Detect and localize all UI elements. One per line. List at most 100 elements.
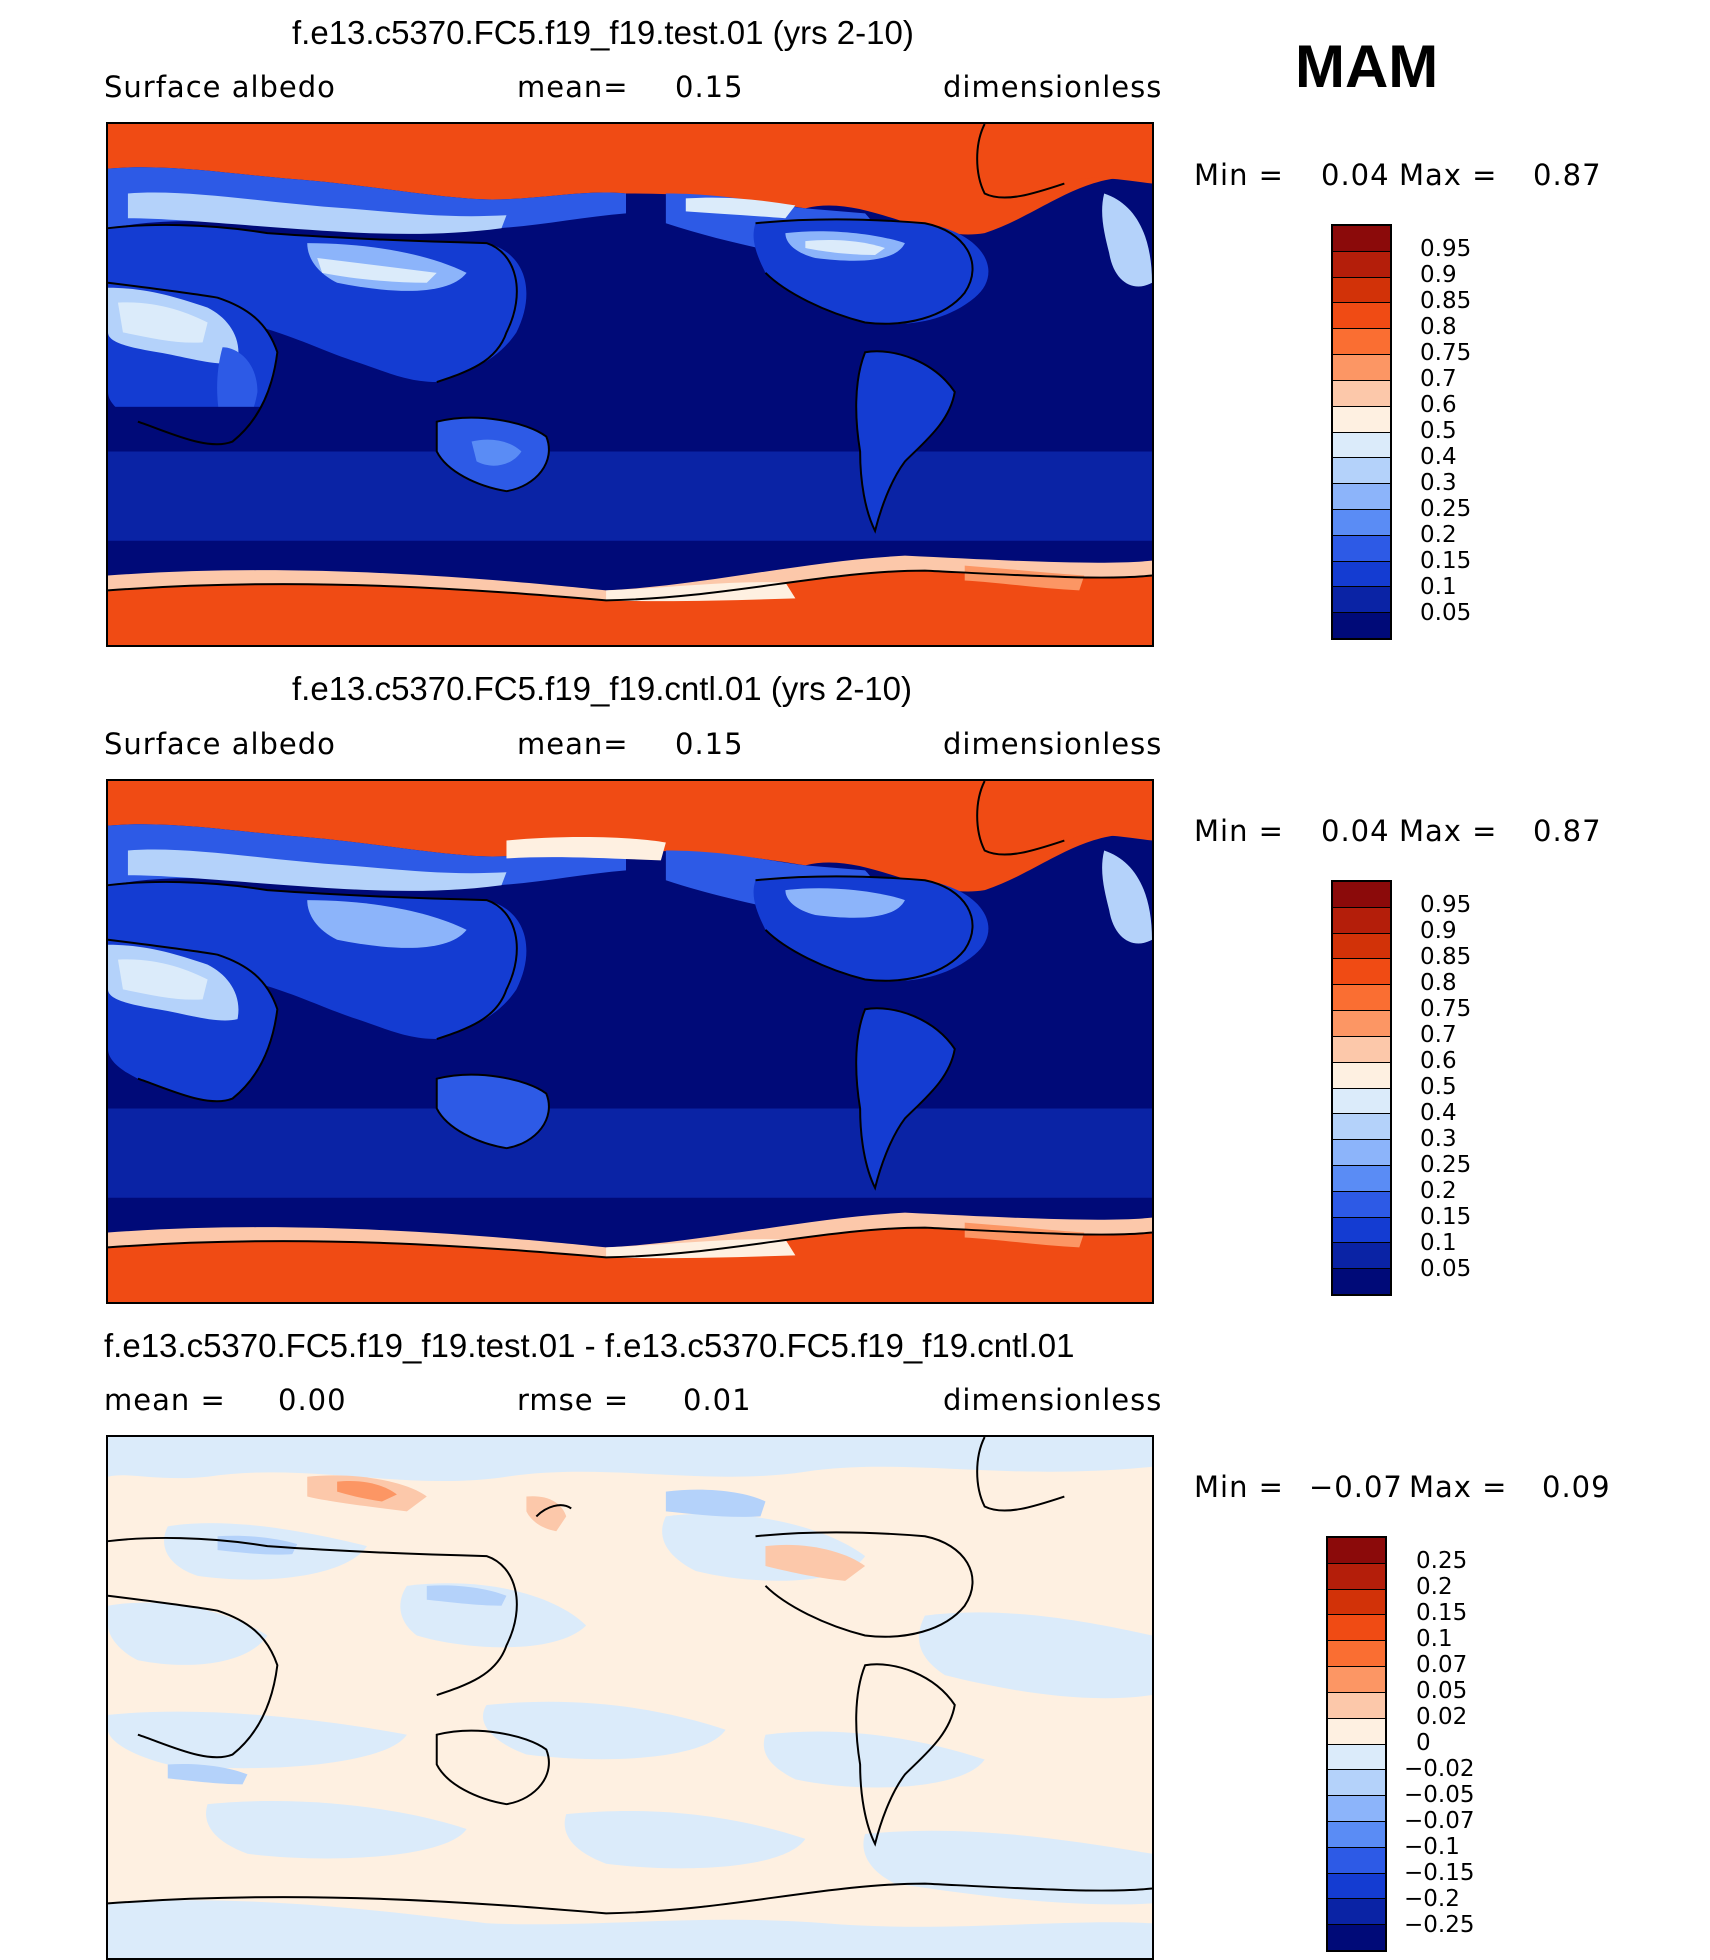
colorbar-tick-label: 0.95 — [1420, 892, 1472, 918]
colorbar-segment — [1333, 458, 1390, 485]
colorbar-tick-label: 0.3 — [1420, 470, 1457, 496]
colorbar-tick-label: 0.1 — [1420, 1230, 1457, 1256]
colorbar-tick-label: −0.05 — [1404, 1782, 1475, 1808]
colorbar-segment — [1328, 1873, 1385, 1900]
panel-3-mean-label: mean = — [104, 1383, 226, 1417]
colorbar-segment — [1328, 1744, 1385, 1771]
colorbar-segment — [1333, 587, 1390, 614]
colorbar-segment — [1328, 1563, 1385, 1590]
colorbar-tick-label: −0.1 — [1404, 1834, 1460, 1860]
colorbar-tick-label: 0 — [1416, 1730, 1431, 1756]
colorbar-tick-label: 0.25 — [1420, 496, 1472, 522]
panel-3-max-value: 0.09 — [1542, 1470, 1611, 1504]
colorbar-tick-label: 0.25 — [1416, 1548, 1468, 1574]
colorbar-segment — [1328, 1770, 1385, 1797]
panel-2-max-value: 0.87 — [1533, 814, 1602, 848]
colorbar-segment — [1328, 1692, 1385, 1719]
colorbar-tick-label: 0.9 — [1420, 918, 1457, 944]
colorbar-tick-label: 0.1 — [1420, 574, 1457, 600]
colorbar-segment — [1333, 1036, 1390, 1063]
colorbar-segment — [1333, 907, 1390, 934]
colorbar-tick-label: 0.2 — [1420, 1178, 1457, 1204]
colorbar-segment — [1333, 613, 1390, 638]
colorbar-segment — [1328, 1615, 1385, 1642]
panel-1-mean-value: 0.15 — [675, 70, 744, 104]
colorbar-tick-label: 0.5 — [1420, 1074, 1457, 1100]
colorbar-tick-label: 0.5 — [1420, 418, 1457, 444]
panel-3-map — [106, 1435, 1154, 1960]
colorbar-tick-label: 0.1 — [1416, 1626, 1453, 1652]
colorbar-tick-label: 0.15 — [1420, 1204, 1472, 1230]
panel-2-variable-label: Surface albedo — [104, 727, 336, 761]
panel-1-min-label: Min = — [1194, 158, 1284, 192]
colorbar-tick-label: 0.8 — [1420, 314, 1457, 340]
colorbar-tick-label: 0.7 — [1420, 366, 1457, 392]
colorbar-segment — [1328, 1538, 1385, 1564]
colorbar-segment — [1333, 277, 1390, 304]
colorbar-segment — [1333, 1217, 1390, 1244]
colorbar-tick-label: 0.75 — [1420, 996, 1472, 1022]
colorbar-segment — [1328, 1847, 1385, 1874]
colorbar-segment — [1328, 1925, 1385, 1950]
panel-3-max-label: Max = — [1409, 1470, 1508, 1504]
panel-2-max-label: Max = — [1399, 814, 1498, 848]
panel-2-colorbar — [1331, 880, 1392, 1296]
colorbar-segment — [1333, 380, 1390, 407]
colorbar-tick-label: 0.15 — [1416, 1600, 1468, 1626]
panel-1-variable-label: Surface albedo — [104, 70, 336, 104]
colorbar-tick-label: 0.4 — [1420, 1100, 1457, 1126]
panel-1-units: dimensionless — [943, 70, 1163, 104]
colorbar-segment — [1333, 406, 1390, 433]
colorbar-segment — [1333, 959, 1390, 986]
colorbar-tick-label: 0.6 — [1420, 392, 1457, 418]
colorbar-segment — [1333, 226, 1390, 252]
colorbar-segment — [1333, 303, 1390, 330]
panel-3-min-label: Min = — [1194, 1470, 1284, 1504]
panel-3-min-value: −0.07 — [1309, 1470, 1403, 1504]
panel-1-min-value: 0.04 — [1321, 158, 1390, 192]
colorbar-tick-label: 0.25 — [1420, 1152, 1472, 1178]
colorbar-tick-label: 0.85 — [1420, 944, 1472, 970]
panel-2-title: f.e13.c5370.FC5.f19_f19.cntl.01 (yrs 2-1… — [292, 670, 913, 707]
colorbar-tick-label: 0.2 — [1416, 1574, 1453, 1600]
colorbar-segment — [1333, 1011, 1390, 1037]
colorbar-segment — [1333, 1140, 1390, 1166]
colorbar-segment — [1333, 509, 1390, 536]
colorbar-segment — [1333, 1114, 1390, 1141]
colorbar-tick-label: −0.25 — [1404, 1912, 1475, 1938]
colorbar-segment — [1328, 1899, 1385, 1926]
panel-1-mean-label: mean= — [517, 70, 629, 104]
colorbar-segment — [1333, 251, 1390, 278]
panel-3-mean-value: 0.00 — [278, 1383, 347, 1417]
panel-2-units: dimensionless — [943, 727, 1163, 761]
panel-1-map — [106, 122, 1154, 647]
panel-1-title: f.e13.c5370.FC5.f19_f19.test.01 (yrs 2-1… — [292, 14, 914, 51]
colorbar-segment — [1333, 535, 1390, 562]
colorbar-tick-label: 0.2 — [1420, 522, 1457, 548]
panel-2-mean-label: mean= — [517, 727, 629, 761]
panel-2-min-value: 0.04 — [1321, 814, 1390, 848]
colorbar-tick-label: 0.05 — [1420, 1256, 1472, 1282]
colorbar-tick-label: 0.3 — [1420, 1126, 1457, 1152]
colorbar-tick-label: 0.9 — [1420, 262, 1457, 288]
colorbar-tick-label: 0.4 — [1420, 444, 1457, 470]
panel-2-colorbar-labels: 0.95 0.9 0.85 0.8 0.75 0.7 0.6 0.5 0.4 0.3 0.25 0.2… — [1408, 880, 1528, 1296]
panel-3-units: dimensionless — [943, 1383, 1163, 1417]
colorbar-segment — [1333, 985, 1390, 1012]
colorbar-tick-label: 0.07 — [1416, 1652, 1468, 1678]
panel-3-colorbar-labels: 0.25 0.2 0.15 0.1 0.07 0.05 0.02 0 −0.02 −0.05 −0.… — [1404, 1536, 1534, 1952]
colorbar-segment — [1333, 1191, 1390, 1218]
panel-2-min-label: Min = — [1194, 814, 1284, 848]
panel-3-rmse-value: 0.01 — [683, 1383, 752, 1417]
colorbar-segment — [1333, 484, 1390, 510]
panel-1-colorbar — [1331, 224, 1392, 640]
colorbar-tick-label: 0.15 — [1420, 548, 1472, 574]
panel-2-map — [106, 779, 1154, 1304]
panel-1-colorbar-labels: 0.95 0.9 0.85 0.8 0.75 0.7 0.6 0.5 0.4 0.3 0.25 0.2… — [1408, 224, 1528, 640]
colorbar-segment — [1328, 1821, 1385, 1848]
colorbar-segment — [1333, 1088, 1390, 1115]
colorbar-tick-label: 0.7 — [1420, 1022, 1457, 1048]
colorbar-tick-label: −0.2 — [1404, 1886, 1460, 1912]
colorbar-tick-label: 0.8 — [1420, 970, 1457, 996]
colorbar-tick-label: 0.85 — [1420, 288, 1472, 314]
